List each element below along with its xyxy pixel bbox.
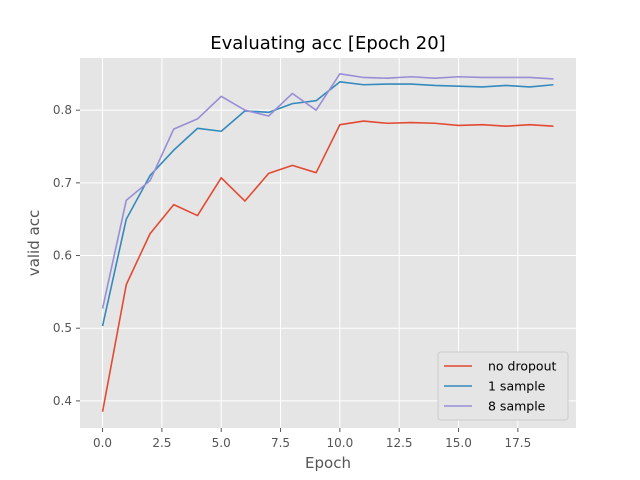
x-tick-label: 0.0	[93, 436, 112, 450]
legend-label-no-dropout: no dropout	[488, 359, 556, 374]
x-tick-label: 7.5	[271, 436, 290, 450]
series-line-8-sample	[101, 73, 554, 309]
y-axis-ticks: 0.4 0.5 0.6 0.7 0.8	[53, 103, 80, 408]
legend-box	[437, 351, 569, 421]
legend-label-1-sample: 1 sample	[488, 379, 546, 394]
x-tick-label: 15.0	[445, 436, 472, 450]
x-tick-label: 10.0	[327, 436, 354, 450]
legend: no dropout 1 sample 8 sample	[437, 351, 569, 421]
y-tick-label: 0.6	[53, 249, 72, 263]
series-line-no-dropout	[101, 120, 554, 412]
y-tick-label: 0.4	[53, 394, 72, 408]
x-tick-label: 12.5	[386, 436, 413, 450]
series-lines	[101, 73, 554, 412]
x-tick-label: 17.5	[504, 436, 531, 450]
y-axis-label: valid acc	[25, 210, 43, 276]
x-axis-ticks: 0.0 2.5 5.0 7.5 10.0 12.5 15.0 17.5	[93, 428, 531, 450]
x-axis-label: Epoch	[305, 454, 351, 472]
chart-title: Evaluating acc [Epoch 20]	[210, 33, 445, 54]
y-tick-label: 0.8	[53, 103, 72, 117]
x-tick-label: 5.0	[212, 436, 231, 450]
x-tick-label: 2.5	[152, 436, 171, 450]
y-tick-label: 0.5	[53, 321, 72, 335]
legend-label-8-sample: 8 sample	[488, 399, 546, 414]
y-tick-label: 0.7	[53, 176, 72, 190]
grid-lines	[80, 58, 576, 428]
